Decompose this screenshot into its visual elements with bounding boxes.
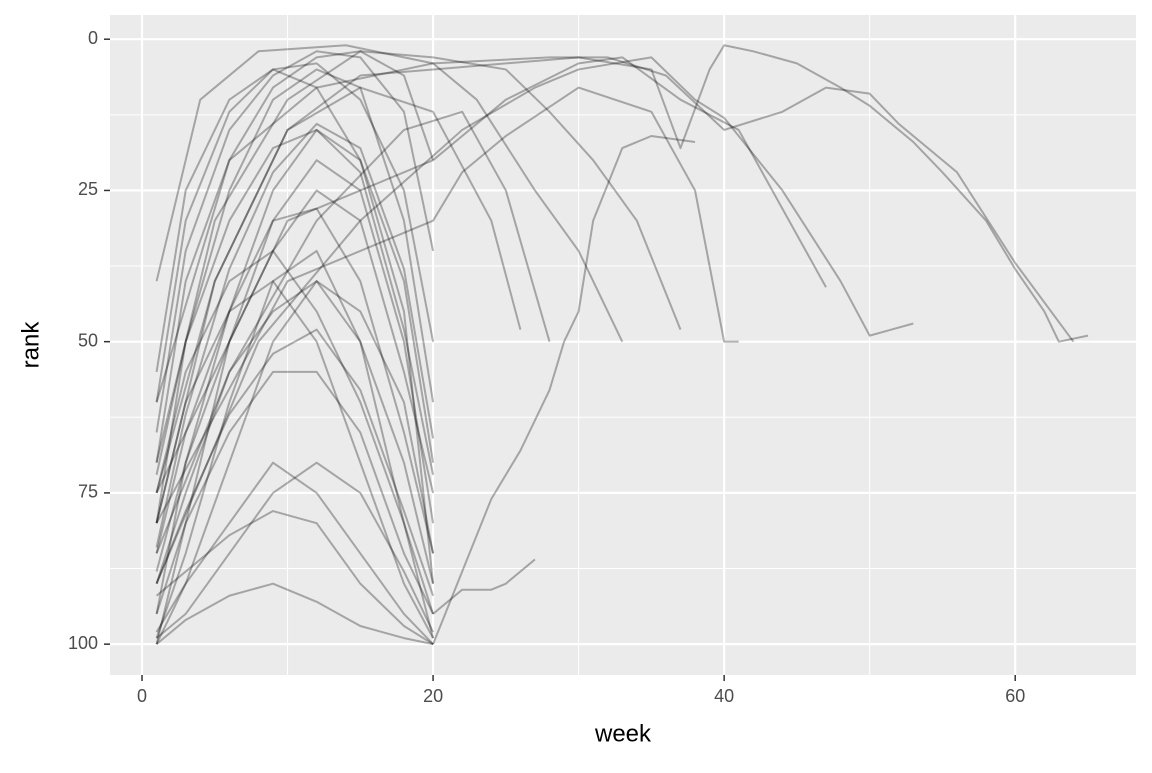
series-line	[155, 249, 435, 639]
series-line	[155, 510, 434, 645]
series-line	[155, 249, 435, 615]
series-line	[155, 86, 739, 524]
series-line	[155, 50, 682, 463]
y-axis-title: rank	[17, 321, 44, 369]
x-tick-label: 40	[714, 686, 734, 706]
y-tick-label: 100	[68, 633, 98, 653]
x-tick-label: 60	[1005, 686, 1025, 706]
series-line	[155, 56, 827, 494]
y-tick-label: 25	[78, 179, 98, 199]
series-line	[155, 56, 914, 585]
series-line	[432, 134, 696, 645]
series-line	[155, 44, 1089, 524]
series-line	[155, 280, 435, 633]
series-line	[155, 122, 435, 548]
series-line	[155, 86, 522, 494]
series-line	[155, 328, 435, 597]
series-line	[155, 159, 435, 645]
series-line	[155, 128, 435, 615]
series-line	[155, 582, 434, 646]
series-line	[155, 56, 1075, 403]
series-line	[155, 207, 435, 554]
series-line	[155, 68, 435, 463]
series-line	[155, 50, 435, 433]
series-line	[155, 50, 435, 463]
series-line	[155, 62, 435, 403]
x-axis-title: week	[594, 720, 652, 747]
series-line	[432, 558, 536, 615]
y-tick-label: 50	[78, 330, 98, 350]
series-line	[155, 280, 435, 584]
series-line	[155, 128, 435, 475]
series-line	[155, 280, 434, 639]
x-tick-label: 20	[423, 686, 443, 706]
series-line	[155, 461, 434, 645]
series-line	[155, 461, 434, 639]
y-tick-label: 0	[88, 28, 98, 48]
series-line	[155, 68, 435, 524]
series-line	[155, 110, 551, 554]
x-tick-label: 0	[137, 686, 147, 706]
series-line	[155, 189, 435, 572]
panel	[110, 15, 1136, 675]
series-line	[155, 370, 434, 615]
series-line	[155, 44, 624, 343]
y-tick-label: 75	[78, 482, 98, 502]
